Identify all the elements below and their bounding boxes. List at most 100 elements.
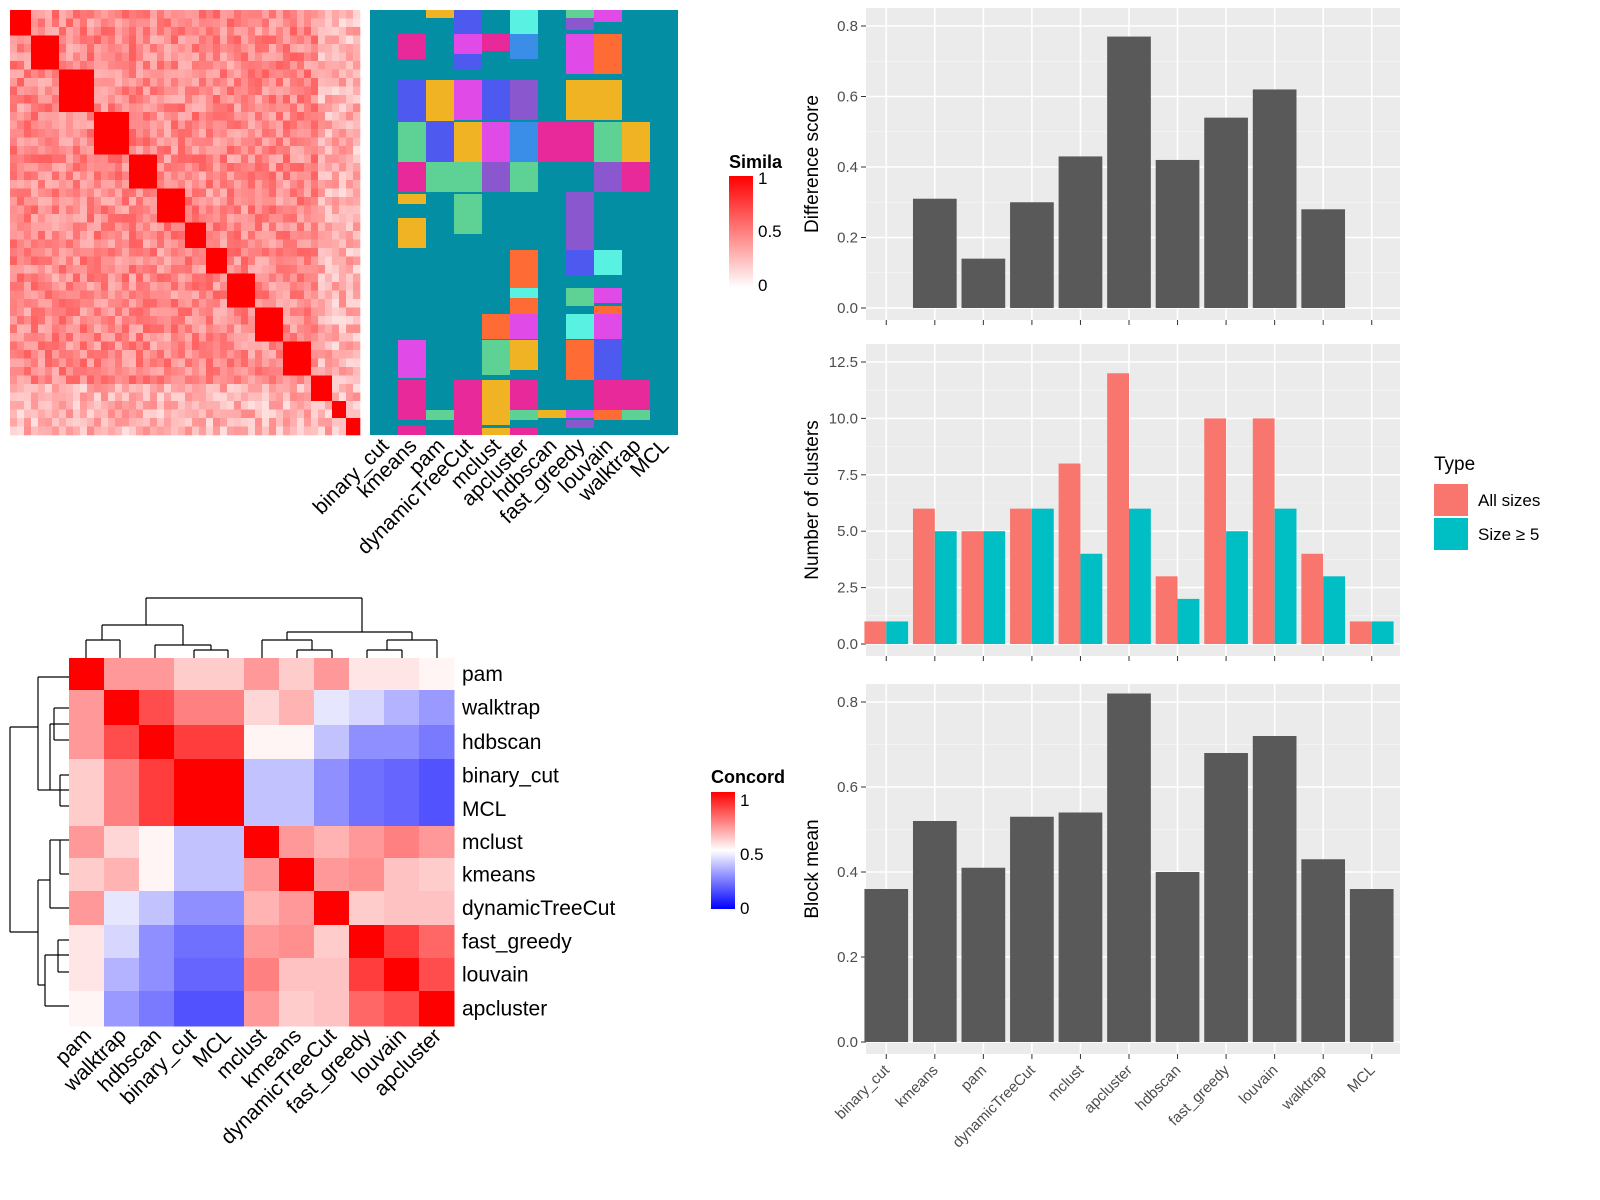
similarity-cell [332, 273, 340, 283]
similarity-cell [332, 358, 340, 368]
classification-cell [454, 34, 482, 54]
similarity-cell [178, 316, 186, 325]
similarity-cell [17, 61, 25, 70]
similarity-cell [283, 307, 291, 317]
similarity-cell [171, 333, 179, 342]
similarity-cell [115, 137, 123, 147]
concordance-cell [279, 891, 315, 926]
similarity-cell [325, 384, 333, 393]
similarity-cell [248, 324, 256, 334]
similarity-cell [66, 426, 74, 436]
similarity-cell [325, 86, 333, 96]
bar [1107, 693, 1151, 1042]
similarity-cell [73, 239, 81, 249]
similarity-cell [262, 248, 270, 257]
similarity-cell [59, 137, 67, 147]
similarity-cell [31, 52, 39, 62]
similarity-cell [311, 35, 319, 45]
similarity-cell [192, 273, 200, 283]
similarity-cell [73, 10, 81, 19]
similarity-cell [185, 214, 193, 223]
similarity-cell [10, 290, 18, 300]
similarity-cell [157, 350, 165, 359]
similarity-cell [122, 341, 130, 351]
similarity-cell [52, 214, 60, 223]
similarity-cell [353, 44, 361, 53]
similarity-cell [122, 265, 130, 274]
similarity-cell [318, 120, 326, 130]
similarity-cell [115, 256, 123, 266]
similarity-cell [262, 86, 270, 96]
similarity-cell [129, 256, 137, 266]
similarity-cell [241, 103, 249, 113]
similarity-cell [220, 290, 228, 300]
similarity-cell [45, 256, 53, 266]
similarity-cell [73, 18, 81, 28]
similarity-cell [115, 392, 123, 402]
similarity-cell [129, 18, 137, 28]
concordance-row-label: MCL [462, 798, 506, 821]
concordance-cell [104, 925, 140, 959]
similarity-cell [136, 95, 144, 104]
similarity-cell [276, 231, 284, 240]
concordance-cell [104, 690, 140, 726]
classification-cell [398, 80, 426, 121]
similarity-cell [255, 333, 263, 342]
similarity-cell [185, 52, 193, 62]
similarity-cell [290, 180, 298, 189]
similarity-cell [283, 231, 291, 240]
similarity-cell [304, 10, 312, 19]
similarity-cell [325, 231, 333, 240]
similarity-cell [339, 10, 347, 19]
similarity-cell [213, 231, 221, 240]
similarity-cell [87, 137, 95, 147]
similarity-cell [269, 409, 277, 419]
similarity-cell [262, 137, 270, 147]
classification-cell [566, 340, 594, 380]
similarity-cell [108, 10, 116, 19]
similarity-cell [206, 231, 214, 240]
similarity-cell [17, 95, 25, 104]
similarity-cell [241, 333, 249, 342]
concordance-row-label: mclust [462, 831, 523, 854]
similarity-cell [283, 120, 291, 130]
similarity-cell [45, 367, 53, 376]
similarity-cell [213, 418, 221, 427]
similarity-cell [185, 18, 193, 28]
similarity-cell [129, 222, 137, 232]
similarity-cell [262, 222, 270, 232]
similarity-cell [213, 154, 221, 164]
similarity-cell [122, 78, 130, 87]
similarity-cell [346, 120, 354, 130]
concordance-row-label: louvain [462, 964, 529, 987]
similarity-cell [185, 324, 193, 334]
similarity-cell [346, 299, 354, 308]
similarity-cell [206, 103, 214, 113]
similarity-cell [255, 375, 263, 385]
similarity-cell [108, 418, 116, 427]
classification-cell [594, 340, 622, 380]
similarity-cell [122, 256, 130, 266]
similarity-cell [157, 214, 165, 223]
similarity-cell [143, 367, 151, 376]
similarity-cell [332, 239, 340, 249]
similarity-cell [101, 401, 109, 410]
similarity-cell [66, 222, 74, 232]
similarity-cell [283, 299, 291, 308]
similarity-cell [304, 86, 312, 96]
similarity-cell [255, 341, 263, 351]
similarity-cell [80, 426, 88, 436]
similarity-cell [73, 180, 81, 189]
similarity-cell [241, 418, 249, 427]
similarity-cell [45, 10, 53, 19]
concordance-cell [139, 658, 175, 691]
x-tick-label: apcluster [1081, 1062, 1136, 1117]
similarity-cell [213, 103, 221, 113]
similarity-cell [101, 299, 109, 308]
similarity-cell [353, 52, 361, 62]
similarity-cell [234, 299, 242, 308]
similarity-cell [80, 129, 88, 138]
similarity-cell [318, 78, 326, 87]
similarity-cell [339, 350, 347, 359]
